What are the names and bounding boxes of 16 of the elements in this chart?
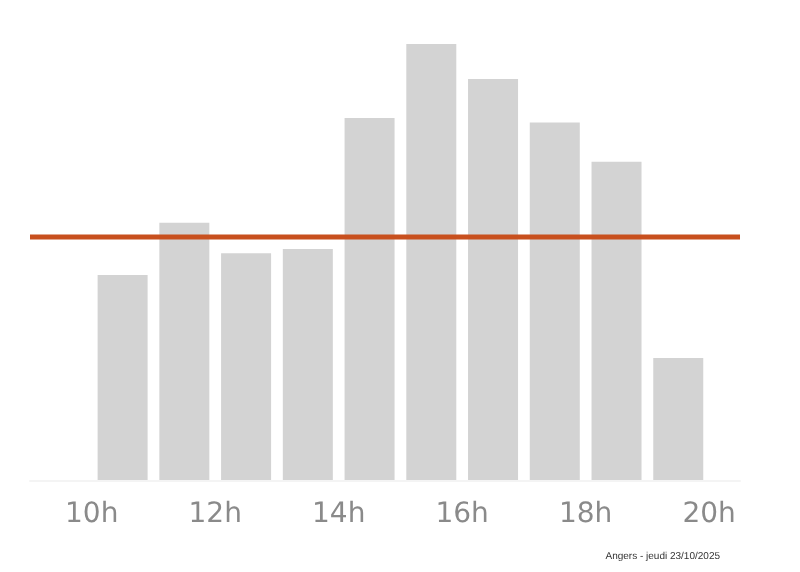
x-tick-label: 16h <box>435 498 489 530</box>
bar <box>159 222 210 480</box>
bar <box>406 44 457 480</box>
bar <box>653 357 704 480</box>
x-tick-label: 12h <box>188 498 242 530</box>
x-tick-label: 20h <box>682 498 736 530</box>
x-tick-label: 18h <box>558 498 613 530</box>
bar <box>282 248 333 480</box>
x-tick-label: 14h <box>312 498 366 530</box>
bar <box>468 78 519 480</box>
x-tick-label: 10h <box>65 498 119 530</box>
bar <box>591 161 642 480</box>
bar <box>344 118 395 480</box>
bar <box>221 253 272 480</box>
bar <box>97 275 148 480</box>
bar <box>529 122 580 480</box>
